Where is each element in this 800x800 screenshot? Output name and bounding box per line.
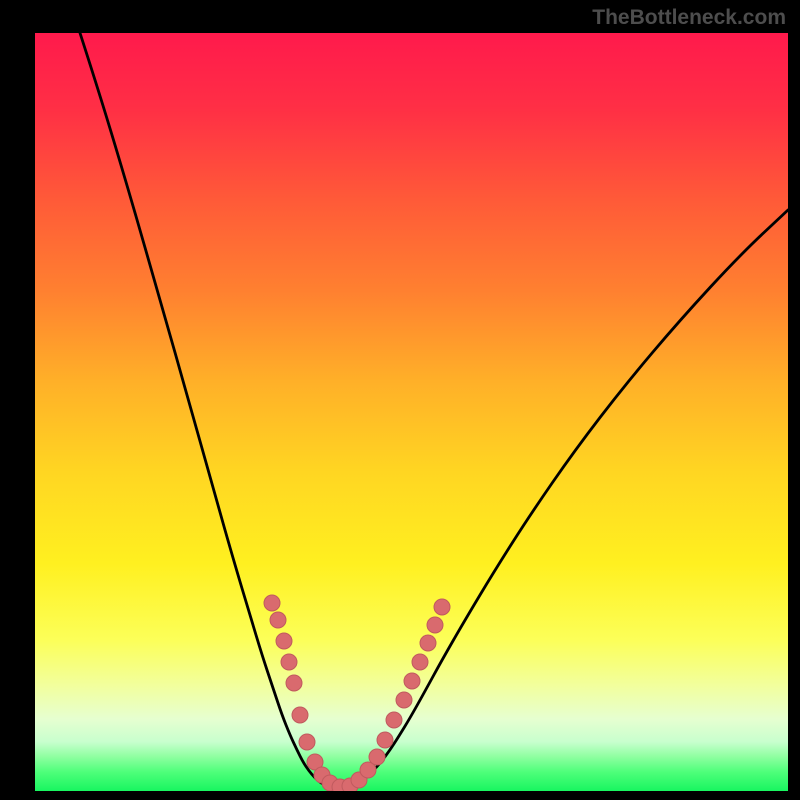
data-marker: [270, 612, 286, 628]
data-marker: [286, 675, 302, 691]
data-marker: [264, 595, 280, 611]
data-markers: [264, 595, 450, 791]
data-marker: [281, 654, 297, 670]
data-marker: [369, 749, 385, 765]
data-marker: [276, 633, 292, 649]
data-marker: [292, 707, 308, 723]
chart-container: [35, 33, 788, 791]
data-marker: [427, 617, 443, 633]
data-marker: [420, 635, 436, 651]
data-marker: [299, 734, 315, 750]
data-marker: [396, 692, 412, 708]
data-marker: [377, 732, 393, 748]
curve-overlay: [35, 33, 788, 791]
watermark-text: TheBottleneck.com: [592, 6, 786, 30]
data-marker: [386, 712, 402, 728]
bottleneck-curve: [80, 33, 788, 789]
data-marker: [434, 599, 450, 615]
data-marker: [412, 654, 428, 670]
data-marker: [404, 673, 420, 689]
